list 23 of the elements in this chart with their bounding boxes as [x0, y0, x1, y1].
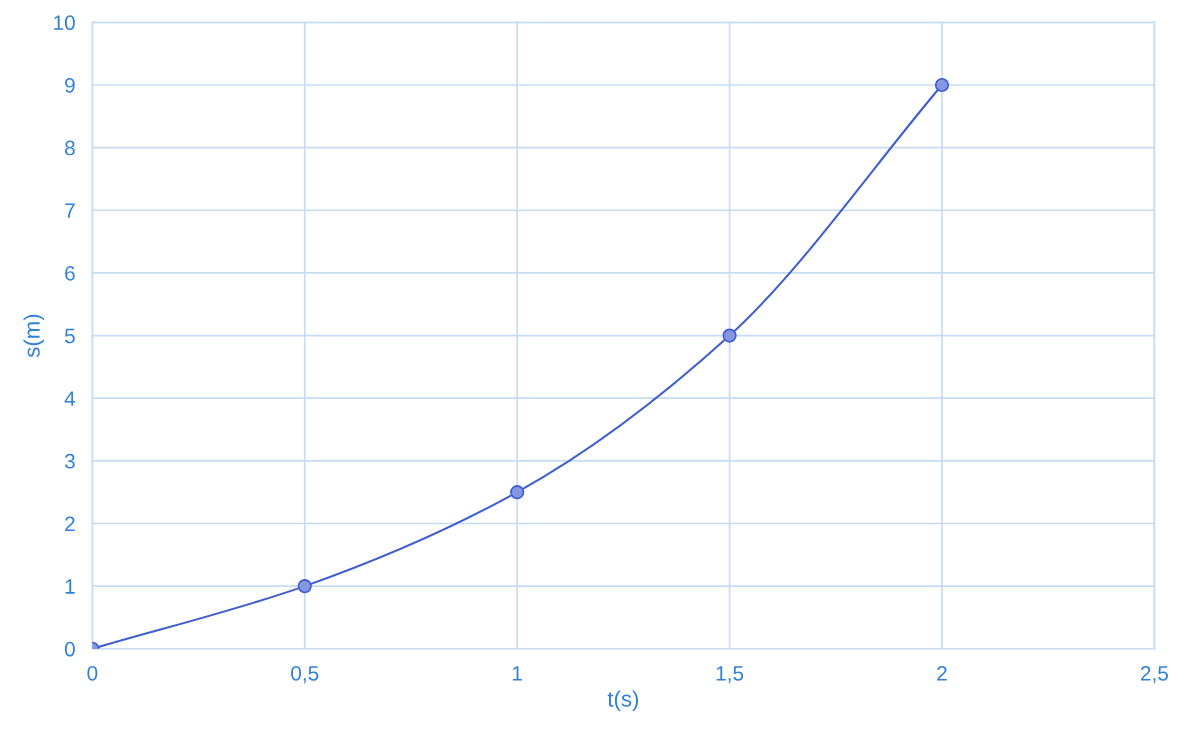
y-tick-label: 4: [64, 391, 76, 406]
y-tick-label: 0: [64, 641, 75, 657]
y-tick-label: 1: [65, 579, 75, 594]
y-tick-label: 3: [64, 453, 75, 469]
point: [934, 77, 950, 93]
x-axis-title: t(s): [607, 690, 639, 712]
point: [510, 485, 525, 500]
x-tick-label: 1: [512, 666, 522, 681]
y-tick-label: 5: [64, 328, 75, 344]
x-tick-label: 0,5: [291, 665, 319, 684]
x-tick-label: 0: [87, 665, 98, 681]
y-tick-label: 8: [65, 140, 75, 156]
x-tick-label: 1,5: [716, 666, 744, 684]
y-axis-title: s(m): [23, 314, 45, 358]
y-tick-label: 7: [65, 203, 75, 218]
x-tick-label: 2,5: [1140, 665, 1169, 684]
y-tick-label: 6: [65, 265, 75, 281]
point: [297, 579, 312, 594]
x-tick-label: 2: [937, 665, 947, 681]
y-tick-label: 9: [65, 77, 75, 93]
y-tick-label: 10: [54, 15, 75, 31]
point: [722, 328, 737, 343]
y-tick-label: 2: [65, 516, 75, 532]
